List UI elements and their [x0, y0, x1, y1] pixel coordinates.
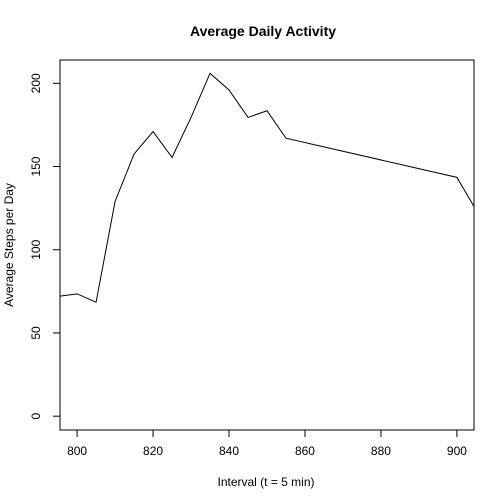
x-tick-label: 840 — [219, 444, 239, 458]
plot-area — [59, 59, 475, 431]
chart-title: Average Daily Activity — [190, 23, 336, 39]
x-tick-label: 800 — [67, 444, 87, 458]
y-tick-label: 200 — [29, 73, 43, 93]
x-axis-title: Interval (t = 5 min) — [217, 475, 314, 489]
y-tick-label: 0 — [29, 413, 43, 420]
x-tick-label: 860 — [295, 444, 315, 458]
y-axis-title: Average Steps per Day — [2, 183, 16, 307]
y-axis: 0 50 100 150 200 — [29, 73, 60, 420]
y-tick-label: 100 — [29, 239, 43, 259]
y-tick-label: 50 — [29, 326, 43, 340]
x-tick-label: 880 — [371, 444, 391, 458]
x-tick-label: 820 — [143, 444, 163, 458]
x-tick-label: 900 — [447, 444, 467, 458]
series-line — [60, 72, 474, 303]
y-tick-label: 150 — [29, 156, 43, 176]
x-axis: 800 820 840 860 880 900 — [67, 430, 467, 458]
plot-frame — [59, 59, 475, 431]
